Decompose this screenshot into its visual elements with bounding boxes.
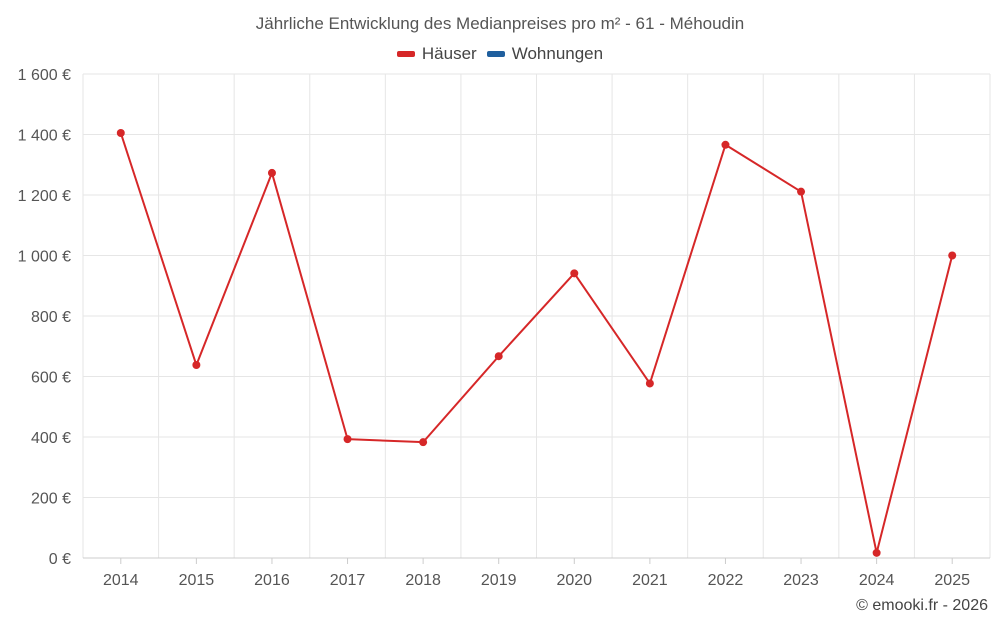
legend-item-wohnungen[interactable]: Wohnungen (486, 44, 604, 64)
credit-text: © emooki.fr - 2026 (856, 597, 988, 614)
y-tick-label: 1 600 € (18, 67, 71, 84)
x-tick-label: 2021 (632, 572, 668, 589)
x-tick-label: 2022 (708, 572, 744, 589)
legend-label-wohnungen: Wohnungen (511, 44, 604, 63)
data-point (797, 187, 806, 196)
x-tick-label: 2017 (330, 572, 366, 589)
x-tick-label: 2020 (556, 572, 592, 589)
chart-title: Jährliche Entwicklung des Medianpreises … (255, 14, 745, 33)
data-point (267, 168, 276, 177)
y-tick-label: 600 € (31, 370, 71, 387)
series-line-0 (119, 132, 954, 554)
x-tick-label: 2025 (934, 572, 970, 589)
y-tick-label: 1 000 € (18, 249, 71, 266)
legend-label-haeuser: Häuser (421, 44, 477, 63)
data-point (343, 435, 352, 444)
x-tick-label: 2019 (481, 572, 517, 589)
y-tick-label: 800 € (31, 309, 71, 326)
data-point (570, 269, 579, 278)
legend-swatch-wohnungen (486, 51, 505, 57)
legend-swatch-haeuser (396, 51, 415, 57)
data-point (721, 140, 730, 149)
data-point (494, 352, 503, 361)
data-point (192, 361, 201, 370)
x-tick-label: 2024 (859, 572, 895, 589)
y-tick-label: 200 € (31, 491, 71, 508)
legend: Häuser Wohnungen (0, 44, 1000, 64)
data-point (116, 128, 125, 137)
x-tick-label: 2015 (179, 572, 215, 589)
x-tick-label: 2018 (405, 572, 441, 589)
y-tick-label: 0 € (49, 551, 71, 568)
data-point (645, 379, 654, 388)
legend-item-haeuser[interactable]: Häuser (396, 44, 477, 64)
x-tick-label: 2023 (783, 572, 819, 589)
x-tick-label: 2014 (103, 572, 139, 589)
y-tick-label: 1 400 € (18, 128, 71, 145)
data-point (419, 438, 428, 447)
x-tick-label: 2016 (254, 572, 290, 589)
y-tick-label: 400 € (31, 430, 71, 447)
data-point (948, 251, 957, 260)
data-point (872, 548, 881, 557)
y-tick-label: 1 200 € (18, 188, 71, 205)
